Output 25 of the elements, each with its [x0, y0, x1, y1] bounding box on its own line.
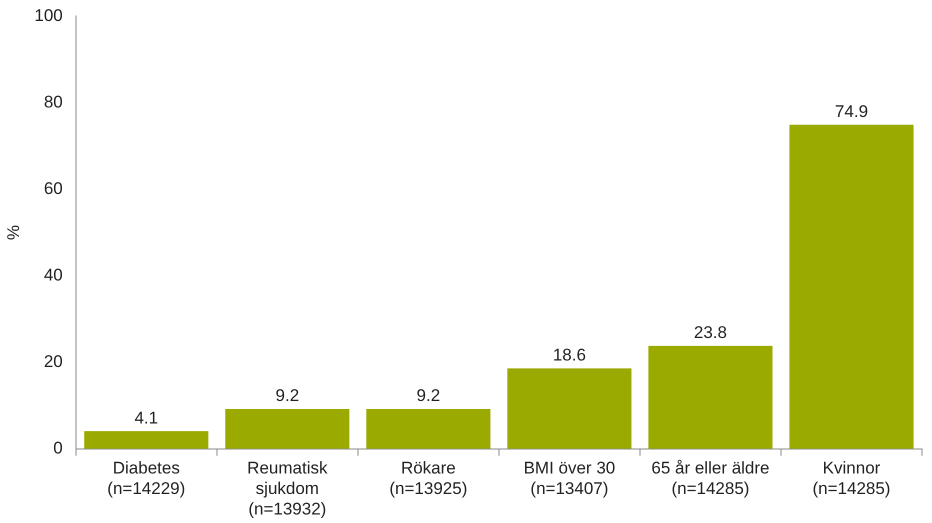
bar	[648, 346, 772, 449]
data-label: 9.2	[276, 386, 300, 406]
data-label: 23.8	[694, 323, 727, 342]
data-label: 74.9	[834, 102, 868, 121]
y-tick-label: 40	[44, 265, 63, 284]
x-tick-label: BMI över 30 (n=13407)	[524, 458, 616, 498]
y-tick-label: 60	[44, 178, 63, 198]
bar	[366, 409, 490, 449]
y-axis-title: %	[4, 224, 23, 240]
data-label: 9.2	[416, 386, 440, 406]
y-tick-label: 20	[44, 352, 63, 371]
x-tick-label: Diabetes (n=14229)	[107, 458, 186, 498]
bar	[789, 124, 914, 449]
bar	[84, 431, 208, 449]
x-tick-label: Rökare (n=13925)	[389, 458, 468, 498]
y-tick-label: 100	[34, 6, 63, 25]
x-tick-label: 65 år eller äldre (n=14285)	[651, 458, 770, 498]
x-tick-label: Reumatisk sjukdom (n=13932)	[247, 458, 328, 518]
data-label: 4.1	[134, 408, 158, 428]
y-tick-label: 80	[44, 92, 63, 112]
y-tick-label: 0	[53, 438, 63, 458]
data-label: 18.6	[552, 346, 586, 365]
bar	[507, 368, 632, 449]
x-tick-label: Kvinnor (n=14285)	[812, 458, 890, 498]
bar	[225, 409, 350, 449]
